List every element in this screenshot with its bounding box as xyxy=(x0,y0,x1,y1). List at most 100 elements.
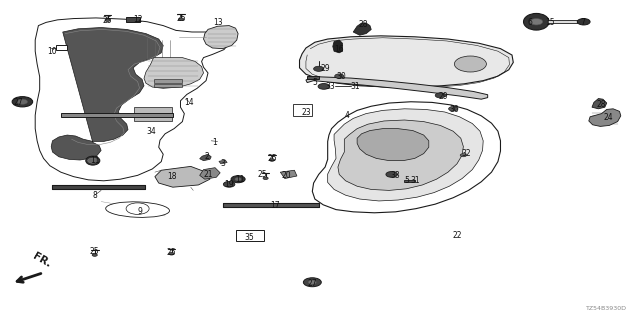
Text: 28: 28 xyxy=(597,100,606,108)
Circle shape xyxy=(263,177,268,180)
Text: 5: 5 xyxy=(404,176,409,185)
Text: 29: 29 xyxy=(320,64,330,73)
Text: 8: 8 xyxy=(92,191,97,200)
Circle shape xyxy=(318,84,330,89)
Bar xyxy=(56,45,67,50)
Polygon shape xyxy=(328,109,483,201)
Bar xyxy=(547,20,577,23)
Bar xyxy=(134,107,172,121)
Polygon shape xyxy=(204,26,238,49)
Text: 23: 23 xyxy=(301,108,311,116)
Circle shape xyxy=(231,176,245,183)
Polygon shape xyxy=(312,102,500,213)
Polygon shape xyxy=(592,99,607,109)
Bar xyxy=(154,79,182,83)
Text: 19: 19 xyxy=(224,180,234,189)
Polygon shape xyxy=(280,170,297,179)
Polygon shape xyxy=(306,77,488,99)
Text: 3: 3 xyxy=(220,159,225,168)
Text: 17: 17 xyxy=(270,201,280,210)
Text: 29: 29 xyxy=(438,92,448,100)
Polygon shape xyxy=(357,129,429,161)
Polygon shape xyxy=(144,58,204,88)
Text: 10: 10 xyxy=(47,47,58,56)
Bar xyxy=(223,203,319,207)
Text: 11: 11 xyxy=(236,175,244,184)
Text: 2: 2 xyxy=(204,152,209,161)
Circle shape xyxy=(88,158,98,163)
Circle shape xyxy=(460,154,467,157)
Text: 14: 14 xyxy=(184,98,194,107)
Circle shape xyxy=(449,107,458,111)
Bar xyxy=(154,84,182,87)
Circle shape xyxy=(169,252,174,255)
Circle shape xyxy=(12,97,33,107)
Text: 6: 6 xyxy=(527,18,532,27)
Ellipse shape xyxy=(524,13,549,30)
Text: 31: 31 xyxy=(410,176,420,185)
Circle shape xyxy=(105,19,110,21)
Text: 30: 30 xyxy=(449,105,460,114)
Circle shape xyxy=(235,178,241,181)
Text: 9: 9 xyxy=(137,207,142,216)
Circle shape xyxy=(454,56,486,72)
Text: 7: 7 xyxy=(580,18,585,27)
Text: 30: 30 xyxy=(336,72,346,81)
Text: 25: 25 xyxy=(257,170,268,179)
Text: 31: 31 xyxy=(350,82,360,91)
Circle shape xyxy=(223,181,235,187)
Circle shape xyxy=(269,159,275,161)
Text: 27: 27 xyxy=(13,98,23,107)
Text: 18: 18 xyxy=(167,172,176,180)
Text: 22: 22 xyxy=(453,231,462,240)
Polygon shape xyxy=(333,40,342,53)
Polygon shape xyxy=(200,154,211,161)
Circle shape xyxy=(314,66,324,71)
Polygon shape xyxy=(300,36,513,87)
Polygon shape xyxy=(338,120,463,190)
Bar xyxy=(293,104,312,116)
Circle shape xyxy=(335,74,344,78)
Ellipse shape xyxy=(106,202,170,217)
Text: 27: 27 xyxy=(307,279,317,288)
Polygon shape xyxy=(155,166,210,187)
Bar xyxy=(52,185,145,189)
Text: 25: 25 xyxy=(176,14,186,23)
Circle shape xyxy=(17,99,28,104)
Polygon shape xyxy=(35,18,229,181)
Text: 13: 13 xyxy=(212,18,223,27)
Text: 32: 32 xyxy=(461,149,471,158)
Ellipse shape xyxy=(86,156,100,165)
Text: TZ54B3930D: TZ54B3930D xyxy=(586,306,627,311)
Text: 34: 34 xyxy=(146,127,156,136)
Text: 25: 25 xyxy=(90,247,100,256)
Text: 16: 16 xyxy=(334,45,344,54)
Text: 24: 24 xyxy=(603,113,613,122)
Bar xyxy=(236,230,264,241)
Text: 25: 25 xyxy=(102,16,113,25)
Text: 21: 21 xyxy=(204,170,213,179)
Circle shape xyxy=(386,172,397,177)
Circle shape xyxy=(303,278,321,287)
Circle shape xyxy=(92,254,97,256)
Text: 15: 15 xyxy=(545,18,556,27)
Bar xyxy=(61,113,173,117)
Polygon shape xyxy=(51,28,163,160)
Text: 11: 11 xyxy=(90,156,99,164)
Text: 20: 20 xyxy=(282,171,292,180)
Bar xyxy=(404,180,415,182)
Circle shape xyxy=(530,19,543,25)
Circle shape xyxy=(179,18,184,20)
Text: 35: 35 xyxy=(244,233,255,242)
Text: 4: 4 xyxy=(344,111,349,120)
Text: 28: 28 xyxy=(359,20,368,29)
Bar xyxy=(126,17,140,22)
Text: 1: 1 xyxy=(212,138,217,147)
Polygon shape xyxy=(353,23,371,35)
Text: 33: 33 xyxy=(325,82,335,91)
Circle shape xyxy=(435,93,445,98)
Text: 12: 12 xyxy=(133,15,142,24)
Text: FR.: FR. xyxy=(31,251,52,269)
Text: 25: 25 xyxy=(166,248,177,257)
Polygon shape xyxy=(219,160,227,164)
